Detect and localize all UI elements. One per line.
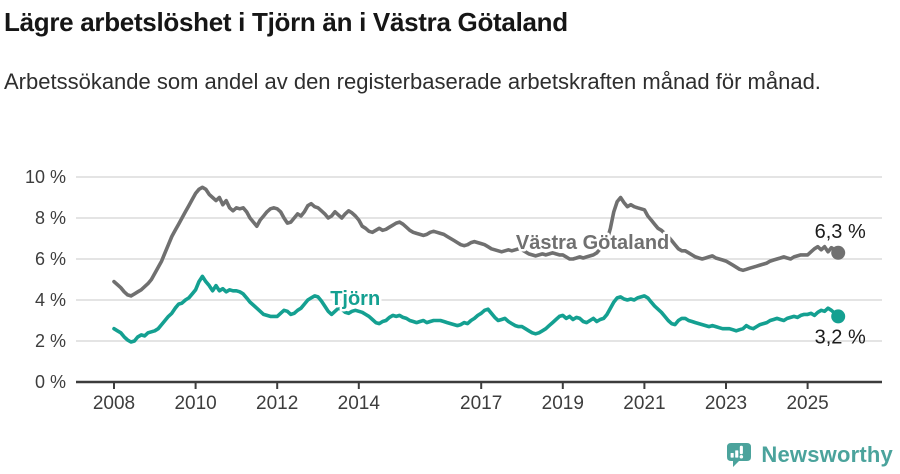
series-end-dot-tj-rn	[831, 309, 846, 324]
x-axis-tick-label: 2012	[256, 393, 298, 414]
series-end-value-v-stra-g-taland: 6,3 %	[815, 221, 866, 243]
series-label-v-stra-g-taland: Västra Götaland	[516, 232, 669, 254]
y-axis-tick-label: 8 %	[35, 208, 66, 228]
newsworthy-brand-text: Newsworthy	[761, 442, 893, 467]
series-label-tj-rn: Tjörn	[330, 288, 380, 310]
x-axis-tick-label: 2019	[542, 393, 584, 414]
series-line-v-stra-g-taland	[112, 185, 841, 298]
series-line-tj-rn	[112, 274, 841, 344]
chart-subtitle: Arbetssökande som andel av den registerb…	[4, 68, 821, 94]
x-axis-tick-label: 2025	[786, 393, 828, 414]
y-axis-tick-label: 4 %	[35, 290, 66, 310]
x-axis-tick-label: 2014	[338, 393, 381, 414]
x-axis-tick-label: 2008	[93, 393, 135, 414]
y-axis-tick-label: 2 %	[35, 331, 66, 351]
x-axis-tick-label: 2010	[174, 393, 216, 414]
series-end-dot-v-stra-g-taland	[831, 245, 846, 260]
series-end-value-tj-rn: 3,2 %	[815, 326, 866, 348]
x-axis-tick-label: 2023	[705, 393, 747, 414]
footer-branding: Newsworthy	[725, 441, 893, 469]
y-axis-tick-label: 10 %	[25, 167, 66, 187]
newsworthy-logo-icon	[725, 441, 753, 469]
x-axis-tick-label: 2017	[460, 393, 502, 414]
y-axis-tick-label: 6 %	[35, 249, 66, 269]
x-axis-tick-label: 2021	[623, 393, 665, 414]
y-axis-tick-label: 0 %	[35, 372, 66, 392]
chart-title: Lägre arbetslöshet i Tjörn än i Västra G…	[4, 7, 568, 37]
